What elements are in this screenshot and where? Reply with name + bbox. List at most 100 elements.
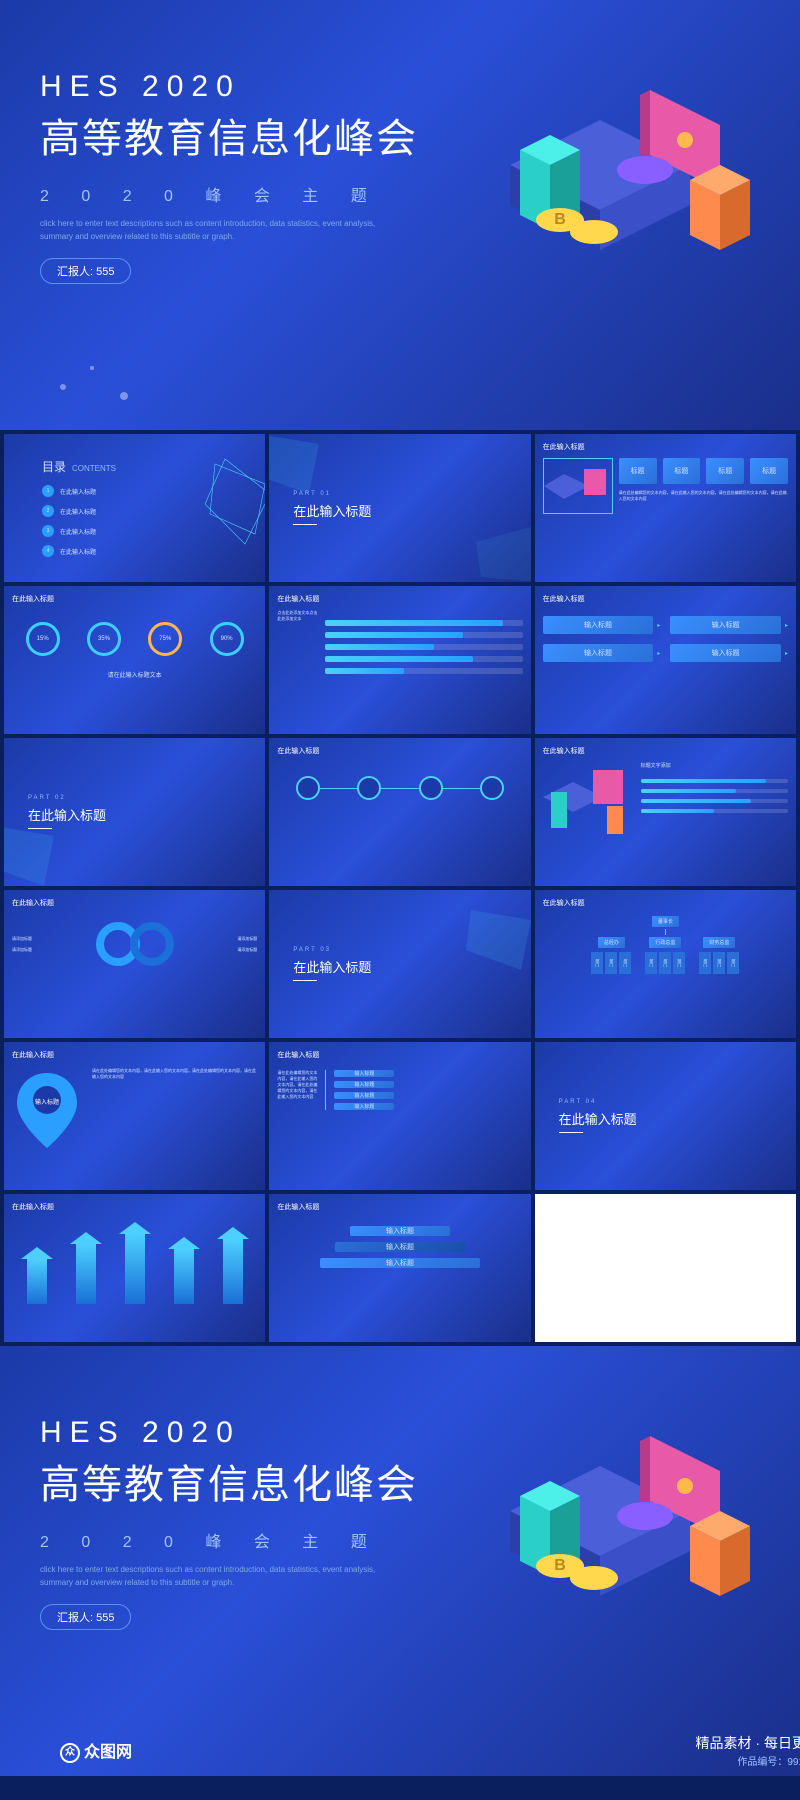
- label-box: 标题: [750, 458, 788, 484]
- slide-grid: 目录 CONTENTS 1在此输入标题 2在此输入标题 3在此输入标题 4在此输…: [0, 430, 800, 1346]
- mini-illustration: [544, 459, 614, 515]
- pin-label: 输入标题: [35, 1098, 59, 1106]
- slide-header: 在此输入标题: [277, 1202, 522, 1212]
- polygon-decoration: [471, 522, 531, 582]
- arrow-bar: [174, 1249, 194, 1304]
- timeline-node: [419, 776, 443, 800]
- org-leaf: 部门: [619, 952, 631, 974]
- divider: [559, 1132, 583, 1133]
- pin-shape: 输入标题: [12, 1068, 82, 1158]
- flow-box: 输入标题: [670, 616, 781, 634]
- slide-header: 在此输入标题: [543, 898, 788, 908]
- org-leaf: 部门: [605, 952, 617, 974]
- org-leaf: 部门: [591, 952, 603, 974]
- arrow-bar: [27, 1259, 47, 1304]
- inf-label: 请添加标题: [207, 947, 257, 953]
- progress-ring: 35%: [87, 622, 121, 656]
- presenter-badge: 汇报人: 555: [40, 258, 131, 284]
- org-mid: 行政总监: [649, 937, 681, 948]
- slide-header: 在此输入标题: [543, 442, 788, 452]
- svg-text:B: B: [554, 1557, 566, 1574]
- slide-header: 在此输入标题: [12, 898, 257, 908]
- part-label: PART 04: [559, 1099, 788, 1105]
- isometric-illustration: B: [450, 60, 780, 340]
- flow-box: 输入标题: [670, 644, 781, 662]
- hero-description: click here to enter text descriptions su…: [40, 1564, 380, 1590]
- watermark: 众众图网 精品素材 · 每日更新 作品编号：991101: [40, 1733, 800, 1768]
- thumb-section-1: PART 01 在此输入标题: [269, 434, 530, 582]
- polygon-decoration: [205, 454, 265, 554]
- bracket-desc: 请在此处编辑您的文本内容，请在此输入您的文本内容。请在此处编辑您的文本内容，请在…: [277, 1070, 317, 1110]
- hero-slide-2: HES 2020 高等教育信息化峰会 2 0 2 0 峰 会 主 题 click…: [0, 1346, 800, 1776]
- polygon-decoration: [269, 434, 329, 504]
- thumb-bracket: 在此输入标题 请在此处编辑您的文本内容，请在此输入您的文本内容。请在此处编辑您的…: [269, 1042, 530, 1190]
- thumb-boxes: 在此输入标题 标题 标题 标题 标题 请在此处编辑您的文本内容，请在此输入您的文…: [535, 434, 796, 582]
- slide-header: 在此输入标题: [277, 1050, 522, 1060]
- bracket-box: 输入标题: [334, 1070, 394, 1077]
- layer-box: 输入标题: [350, 1226, 450, 1236]
- thumb-skillbars: 在此输入标题 标题文字添加: [535, 738, 796, 886]
- org-mid: 总经办: [598, 937, 625, 948]
- thumb-pin: 在此输入标题 输入标题 请在此处编辑您的文本内容，请在此输入您的文本内容。请在此…: [4, 1042, 265, 1190]
- org-leaf: 部门: [673, 952, 685, 974]
- presenter-badge: 汇报人: 555: [40, 1604, 131, 1630]
- isometric-illustration: B: [450, 1406, 780, 1686]
- part-label: PART 02: [28, 795, 257, 801]
- watermark-id: 作品编号：991101: [696, 1753, 800, 1768]
- mini-illustration: [543, 762, 633, 842]
- toc-item: 在此输入标题: [60, 547, 96, 556]
- infinity-loop: [130, 922, 174, 966]
- progress-ring: 90%: [210, 622, 244, 656]
- skill-title: 标题文字添加: [641, 762, 788, 769]
- label-box: 标题: [706, 458, 744, 484]
- flow-box: 输入标题: [543, 644, 654, 662]
- toc-title: 目录: [42, 458, 66, 475]
- thumb-section-4: PART 04 在此输入标题: [535, 1042, 796, 1190]
- arrow-bar: [223, 1239, 243, 1304]
- slide-header: 在此输入标题: [12, 594, 257, 604]
- polygon-decoration: [461, 900, 531, 980]
- slide-header: 在此输入标题: [277, 746, 522, 756]
- org-leaf: 部门: [713, 952, 725, 974]
- toc-item: 在此输入标题: [60, 527, 96, 536]
- layer-box: 输入标题: [335, 1242, 465, 1252]
- divider: [293, 524, 317, 525]
- bracket-box: 输入标题: [334, 1081, 394, 1088]
- inf-label: 请添加标题: [12, 936, 62, 942]
- org-leaf: 部门: [699, 952, 711, 974]
- toc-item: 在此输入标题: [60, 487, 96, 496]
- thumb-orgchart: 在此输入标题 董事长 总经办 部门部门部门 行政总监 部门部门部门 财务总监 部…: [535, 890, 796, 1038]
- org-mid: 财务总监: [703, 937, 735, 948]
- bar-desc: 点击此处添加文本点击此处添加文本: [277, 610, 317, 674]
- slide-header: 在此输入标题: [12, 1050, 257, 1060]
- slide-header: 在此输入标题: [277, 594, 522, 604]
- timeline-node: [357, 776, 381, 800]
- org-leaf: 部门: [727, 952, 739, 974]
- bracket-box: 输入标题: [334, 1092, 394, 1099]
- slide-header: 在此输入标题: [12, 1202, 257, 1212]
- layer-box: 输入标题: [320, 1258, 480, 1268]
- watermark-tagline: 精品素材 · 每日更新: [696, 1733, 800, 1753]
- hero-description: click here to enter text descriptions su…: [40, 218, 380, 244]
- thumb-flow: 在此输入标题 输入标题▸ 输入标题▸ 输入标题▸ 输入标题▸: [535, 586, 796, 734]
- hero-slide: HES 2020 高等教育信息化峰会 2 0 2 0 峰 会 主 题 click…: [0, 0, 800, 430]
- thumb-timeline: 在此输入标题: [269, 738, 530, 886]
- svg-text:B: B: [554, 211, 566, 228]
- timeline-node: [296, 776, 320, 800]
- watermark-brand: 众众图网: [60, 1738, 132, 1763]
- thumb-hbars: 在此输入标题 点击此处添加文本点击此处添加文本: [269, 586, 530, 734]
- section-title: 在此输入标题: [559, 1109, 788, 1128]
- box-desc: 请在此处编辑您的文本内容，请在此输入您的文本内容。请在此处编辑您的文本内容，请在…: [619, 490, 788, 501]
- progress-ring: 75%: [148, 622, 182, 656]
- thumb-section-3: PART 03 在此输入标题: [269, 890, 530, 1038]
- divider: [293, 980, 317, 981]
- label-box: 标题: [663, 458, 701, 484]
- polygon-decoration: [4, 816, 64, 886]
- chart-caption: 请在此输入标题文本: [12, 670, 257, 679]
- thumb-blank: [535, 1194, 796, 1342]
- arrow-bar: [76, 1244, 96, 1304]
- thumb-arrows: 在此输入标题: [4, 1194, 265, 1342]
- org-leaf: 部门: [659, 952, 671, 974]
- toc-title-en: CONTENTS: [72, 464, 116, 473]
- thumb-infinity: 在此输入标题 请添加标题 请添加标题 请添加标题 请添加标题: [4, 890, 265, 1038]
